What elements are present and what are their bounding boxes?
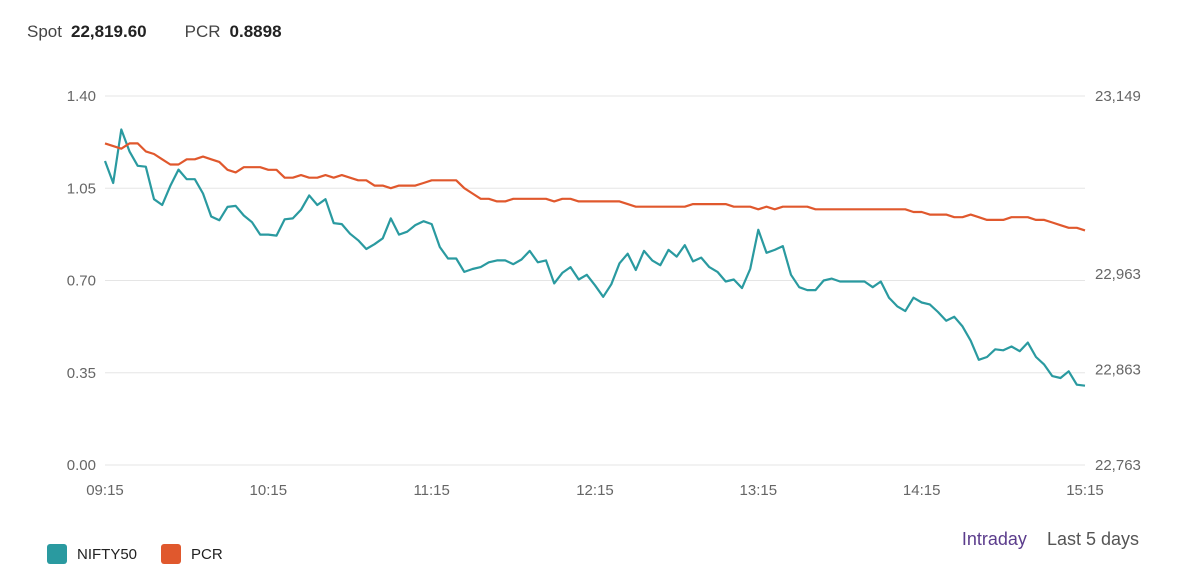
y-right-tick-label: 22,963 — [1095, 266, 1141, 283]
chart-legend: NIFTY50 PCR — [47, 544, 247, 564]
x-tick-label: 12:15 — [576, 482, 614, 499]
pcr-value: 0.8898 — [229, 22, 282, 41]
legend-item-pcr[interactable]: PCR — [161, 544, 223, 564]
x-tick-label: 13:15 — [740, 482, 778, 499]
legend-label-pcr: PCR — [191, 545, 223, 563]
series-line-pcr — [104, 142, 1086, 232]
tab-intraday[interactable]: Intraday — [961, 529, 1027, 549]
x-tick-label: 15:15 — [1066, 482, 1104, 499]
x-tick-label: 11:15 — [413, 482, 449, 499]
x-tick-label: 14:15 — [903, 482, 941, 499]
y-right-tick-label: 22,763 — [1095, 457, 1141, 474]
y-left-tick-label: 1.40 — [67, 88, 96, 105]
x-tick-label: 09:15 — [86, 482, 124, 499]
y-right-tick-label: 23,149 — [1095, 88, 1141, 105]
y-left-tick-label: 1.05 — [67, 180, 96, 197]
tab-last-5-days[interactable]: Last 5 days — [1046, 529, 1139, 549]
y-left-tick-label: 0.35 — [67, 365, 96, 382]
spot-value: 22,819.60 — [70, 22, 147, 41]
y-left-tick-label: 0.00 — [67, 457, 96, 474]
series-line-nifty50 — [103, 128, 1086, 387]
spot-label: Spot — [27, 22, 62, 41]
pcr-label: PCR — [184, 22, 221, 41]
y-right-tick-label: 22,863 — [1095, 361, 1141, 378]
pcr-swatch — [161, 544, 182, 564]
x-tick-label: 10:15 — [250, 482, 288, 499]
legend-label-nifty50: NIFTY50 — [77, 545, 138, 563]
y-left-tick-label: 0.70 — [67, 273, 96, 290]
nifty50-swatch — [47, 544, 67, 564]
legend-item-nifty50[interactable]: NIFTY50 — [47, 544, 137, 564]
range-tabs: Intraday Last 5 days — [942, 529, 1139, 550]
stats-bar: Spot 22,819.60 PCR 0.8898 — [27, 22, 320, 42]
